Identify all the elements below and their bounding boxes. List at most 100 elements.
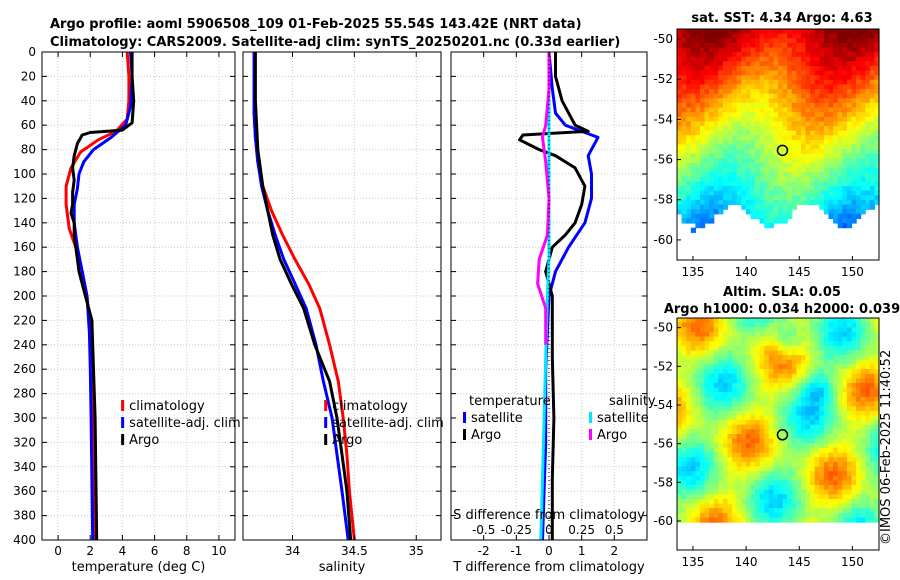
map-cell	[713, 466, 719, 472]
map-cell	[787, 318, 793, 324]
map-cell	[856, 107, 862, 113]
map-cell	[787, 461, 793, 467]
map-cell	[690, 350, 696, 356]
map-cell	[681, 56, 687, 62]
map-cell	[718, 387, 724, 393]
map-cell	[874, 195, 880, 201]
map-cell	[709, 434, 715, 440]
map-cell	[810, 503, 816, 509]
map-cell	[745, 84, 752, 90]
map-cell	[745, 485, 752, 491]
map-cell	[791, 93, 797, 99]
map-cell	[846, 452, 853, 458]
map-cell	[874, 494, 880, 500]
map-cell	[681, 512, 687, 519]
map-cell	[695, 167, 701, 173]
map-cell	[686, 327, 692, 333]
map-cell	[801, 359, 807, 365]
map-cell	[741, 355, 747, 361]
map-cell	[764, 172, 770, 178]
map-cell	[686, 369, 692, 375]
map-cell	[732, 499, 738, 505]
map-cell	[750, 195, 756, 201]
map-cell	[865, 107, 871, 113]
map-cell	[869, 410, 875, 416]
map-cell	[801, 494, 807, 500]
map-cell	[856, 66, 862, 72]
map-cell	[695, 318, 701, 324]
map-cell	[819, 345, 825, 351]
map-cell	[874, 70, 880, 76]
map-cell	[828, 42, 834, 49]
map-cell	[823, 70, 830, 76]
map-cell	[677, 383, 683, 389]
map-cell	[764, 447, 770, 454]
map-cell	[741, 195, 747, 201]
map-cell	[713, 121, 719, 127]
map-cell	[782, 116, 788, 122]
map-cell	[759, 331, 765, 338]
map-cell	[787, 406, 793, 412]
map-cell	[677, 70, 683, 76]
map-cell	[709, 499, 715, 505]
map-cell	[690, 176, 696, 182]
map-cell	[851, 434, 857, 440]
map-cell	[828, 204, 834, 210]
map-cell	[791, 186, 797, 192]
map-cell	[805, 318, 811, 324]
map-cell	[759, 443, 765, 449]
y-tick-label: 400	[13, 533, 36, 547]
map-cell	[828, 350, 834, 356]
map-cell	[736, 61, 742, 67]
map-cell	[736, 489, 742, 495]
map-cell	[695, 503, 701, 509]
map-cell	[704, 158, 710, 164]
map-cell	[759, 373, 765, 379]
map-cell	[837, 52, 843, 58]
map-cell	[741, 70, 747, 76]
map-cell	[677, 176, 683, 182]
map-cell	[778, 438, 784, 444]
map-cell	[778, 66, 784, 72]
map-cell	[745, 149, 752, 155]
y-tick-label: 40	[21, 94, 36, 108]
map-cell	[865, 190, 871, 196]
map-cell	[846, 359, 853, 365]
map-cell	[741, 42, 747, 49]
map-cell	[713, 149, 719, 155]
map-cell	[722, 116, 729, 122]
map-cell	[736, 190, 742, 196]
map-cell	[828, 471, 834, 477]
map-cell	[695, 116, 701, 122]
map-cell	[709, 327, 715, 333]
map-cell	[791, 130, 797, 136]
map-cell	[828, 33, 834, 39]
map-cell	[856, 383, 862, 389]
map-cell	[833, 181, 839, 187]
map-cell	[704, 121, 710, 127]
map-cell	[695, 369, 701, 375]
map-cell	[865, 434, 871, 440]
map-cell	[846, 373, 853, 379]
map-cell	[778, 410, 784, 416]
map-cell	[782, 434, 788, 440]
map-cell	[732, 56, 738, 62]
map-cell	[713, 420, 719, 426]
map-cell	[814, 158, 820, 164]
map-cell	[814, 383, 820, 389]
map-cell	[791, 47, 797, 53]
map-cell	[787, 345, 793, 351]
map-cell	[713, 107, 719, 113]
map-cell	[778, 204, 784, 210]
salinity-profile-panel: 34 34.5 35salinityclimatologysatellite-adj…	[242, 51, 444, 575]
x-axis-label: T difference from climatology	[452, 560, 645, 575]
map-cell	[709, 38, 715, 44]
map-cell	[823, 392, 830, 398]
map-cell	[773, 158, 779, 164]
map-cell	[750, 190, 756, 196]
map-cell	[846, 121, 853, 127]
map-cell	[856, 116, 862, 122]
map-cell	[828, 93, 834, 99]
map-cell	[727, 466, 733, 472]
map-cell	[869, 172, 875, 178]
